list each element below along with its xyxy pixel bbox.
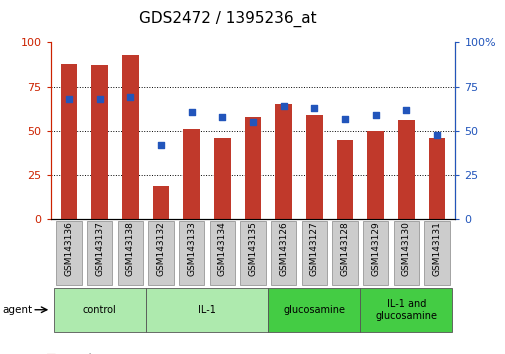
Text: GSM143133: GSM143133 [187,222,196,276]
FancyBboxPatch shape [87,221,112,285]
Text: agent: agent [3,305,33,315]
Point [310,105,318,111]
FancyBboxPatch shape [268,288,360,332]
Text: control: control [83,305,116,315]
Bar [306,115,322,219]
Text: GSM143136: GSM143136 [64,222,73,276]
Text: GSM143134: GSM143134 [218,222,226,276]
Bar [122,55,138,219]
Point [218,114,226,120]
FancyBboxPatch shape [393,221,418,285]
FancyBboxPatch shape [271,221,295,285]
FancyBboxPatch shape [148,221,173,285]
FancyBboxPatch shape [363,221,387,285]
Point [126,95,134,100]
Bar [397,120,414,219]
Point [95,96,104,102]
FancyBboxPatch shape [301,221,326,285]
Bar [244,117,261,219]
Point [401,107,410,113]
FancyBboxPatch shape [118,221,142,285]
Bar [336,140,352,219]
Bar [214,138,230,219]
FancyBboxPatch shape [332,221,357,285]
Text: GSM143129: GSM143129 [371,222,379,276]
Point [340,116,348,121]
Bar [428,138,444,219]
Text: GSM143126: GSM143126 [279,222,287,276]
Text: IL-1 and
glucosamine: IL-1 and glucosamine [375,299,436,321]
Text: GSM143127: GSM143127 [309,222,318,276]
FancyBboxPatch shape [54,288,145,332]
FancyBboxPatch shape [179,221,204,285]
FancyBboxPatch shape [210,221,234,285]
Text: GDS2472 / 1395236_at: GDS2472 / 1395236_at [138,11,316,27]
Text: GSM143137: GSM143137 [95,222,104,276]
Text: glucosamine: glucosamine [283,305,344,315]
FancyBboxPatch shape [57,221,81,285]
Point [279,103,287,109]
Text: GSM143132: GSM143132 [156,222,165,276]
Text: GSM143131: GSM143131 [432,222,441,276]
Text: IL-1: IL-1 [197,305,216,315]
Point [157,142,165,148]
Bar [367,131,383,219]
FancyBboxPatch shape [424,221,448,285]
Bar [91,65,108,219]
FancyBboxPatch shape [240,221,265,285]
FancyBboxPatch shape [145,288,268,332]
Text: GSM143138: GSM143138 [126,222,134,276]
Text: GSM143130: GSM143130 [401,222,410,276]
Point [371,112,379,118]
Bar [183,129,199,219]
Point [248,119,257,125]
Text: GSM143135: GSM143135 [248,222,257,276]
Text: count: count [66,353,93,354]
Bar [61,64,77,219]
Bar [275,104,291,219]
Bar [153,186,169,219]
Point [187,109,195,114]
Point [65,96,73,102]
Text: ■: ■ [45,353,56,354]
FancyBboxPatch shape [360,288,451,332]
Point [432,132,440,137]
Text: GSM143128: GSM143128 [340,222,349,276]
